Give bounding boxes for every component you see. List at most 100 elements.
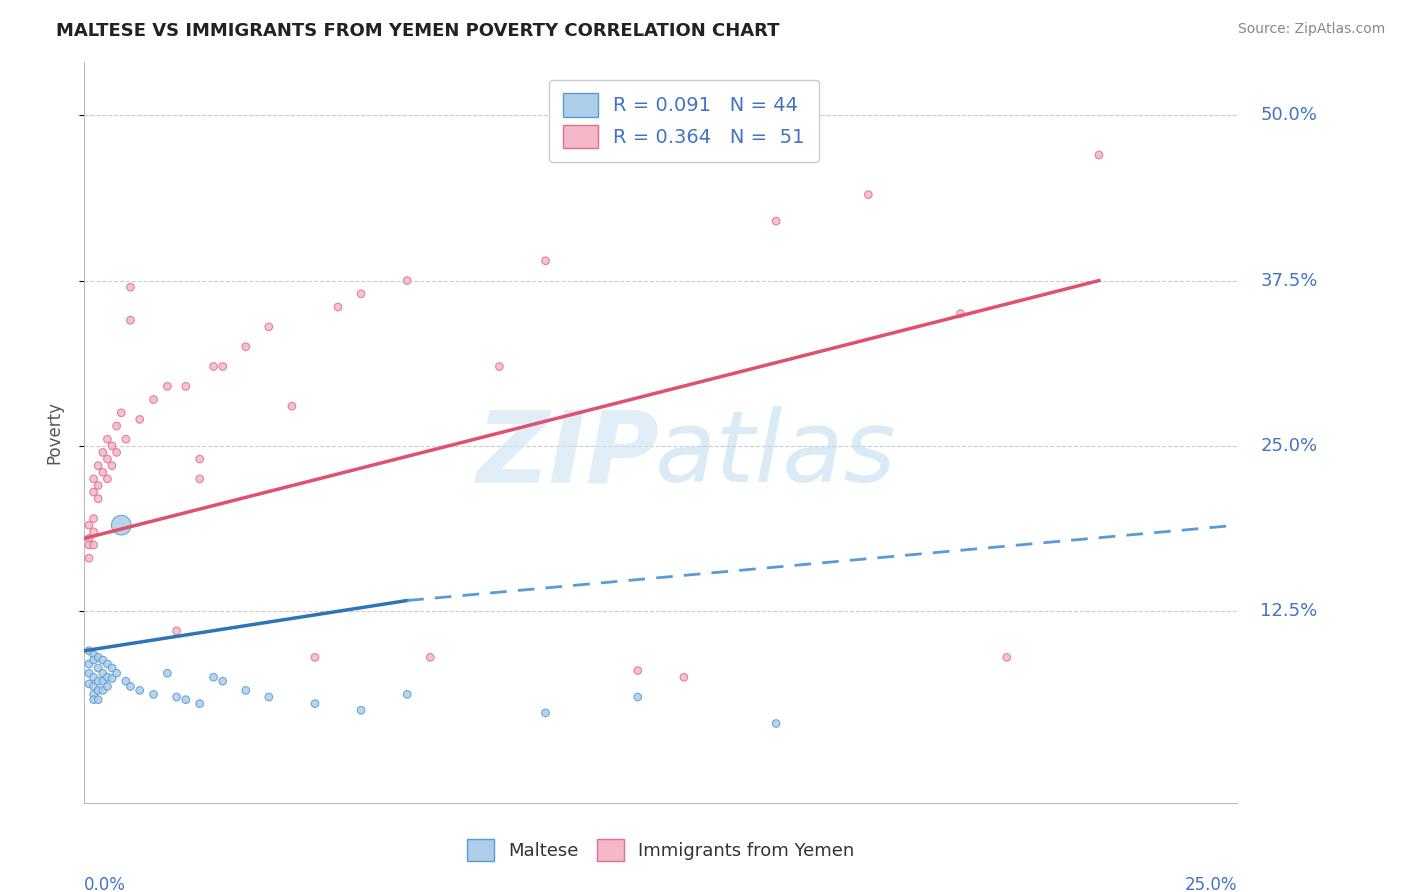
Point [350, 703, 373, 717]
Point [96, 670, 118, 684]
Point [110, 406, 132, 420]
Point [350, 286, 373, 301]
Point [174, 692, 197, 706]
Point [202, 670, 225, 684]
Point [83, 653, 105, 667]
Point [105, 419, 128, 434]
Legend: Maltese, Immigrants from Yemen: Maltese, Immigrants from Yemen [460, 831, 862, 868]
Point [87, 650, 110, 665]
Point [142, 392, 165, 407]
Point [120, 313, 142, 327]
Point [91, 683, 114, 698]
Point [101, 458, 124, 473]
Text: 25.0%: 25.0% [1185, 876, 1237, 892]
Point [188, 472, 211, 486]
Text: 0.0%: 0.0% [84, 876, 127, 892]
Text: Source: ZipAtlas.com: Source: ZipAtlas.com [1237, 22, 1385, 37]
Text: 50.0%: 50.0% [1260, 106, 1317, 124]
Point [304, 697, 326, 711]
Text: ZIP: ZIP [477, 407, 659, 503]
Point [156, 666, 179, 681]
Point [77, 657, 100, 671]
Text: 37.5%: 37.5% [1260, 271, 1317, 290]
Point [83, 692, 105, 706]
Text: atlas: atlas [655, 407, 897, 503]
Point [304, 650, 326, 665]
Point [949, 307, 972, 321]
Point [87, 692, 110, 706]
Point [96, 472, 118, 486]
Point [765, 214, 787, 228]
Text: 12.5%: 12.5% [1260, 602, 1317, 620]
Point [91, 653, 114, 667]
Point [91, 674, 114, 689]
Point [91, 465, 114, 479]
Point [83, 524, 105, 539]
Y-axis label: Poverty: Poverty [45, 401, 63, 464]
Point [83, 670, 105, 684]
Point [120, 680, 142, 694]
Point [257, 319, 280, 334]
Point [128, 412, 150, 426]
Point [281, 399, 304, 413]
Point [101, 672, 124, 686]
Point [419, 650, 441, 665]
Point [211, 674, 233, 689]
Point [174, 379, 197, 393]
Point [83, 472, 105, 486]
Point [77, 518, 100, 533]
Point [83, 485, 105, 500]
Point [96, 452, 118, 467]
Point [96, 657, 118, 671]
Point [156, 379, 179, 393]
Point [202, 359, 225, 374]
Point [87, 661, 110, 675]
Point [83, 648, 105, 662]
Point [83, 687, 105, 701]
Point [91, 666, 114, 681]
Point [101, 661, 124, 675]
Point [765, 716, 787, 731]
Point [627, 664, 650, 678]
Point [87, 458, 110, 473]
Point [534, 706, 557, 720]
Point [110, 518, 132, 533]
Point [77, 644, 100, 658]
Text: MALTESE VS IMMIGRANTS FROM YEMEN POVERTY CORRELATION CHART: MALTESE VS IMMIGRANTS FROM YEMEN POVERTY… [56, 22, 780, 40]
Point [235, 340, 257, 354]
Point [105, 445, 128, 459]
Point [188, 452, 211, 467]
Point [534, 253, 557, 268]
Point [77, 551, 100, 566]
Point [188, 697, 211, 711]
Point [83, 511, 105, 525]
Point [115, 674, 138, 689]
Text: 25.0%: 25.0% [1260, 437, 1317, 455]
Point [128, 683, 150, 698]
Point [166, 624, 188, 638]
Point [120, 280, 142, 294]
Point [115, 432, 138, 446]
Point [995, 650, 1018, 665]
Point [235, 683, 257, 698]
Point [211, 359, 233, 374]
Point [87, 683, 110, 698]
Point [96, 680, 118, 694]
Point [91, 445, 114, 459]
Point [87, 491, 110, 506]
Point [77, 538, 100, 552]
Point [83, 680, 105, 694]
Point [87, 674, 110, 689]
Point [96, 432, 118, 446]
Point [396, 687, 419, 701]
Point [166, 690, 188, 704]
Point [326, 300, 349, 314]
Point [1088, 148, 1111, 162]
Point [672, 670, 695, 684]
Point [105, 666, 128, 681]
Point [142, 687, 165, 701]
Point [257, 690, 280, 704]
Point [396, 274, 419, 288]
Point [77, 677, 100, 691]
Point [87, 478, 110, 492]
